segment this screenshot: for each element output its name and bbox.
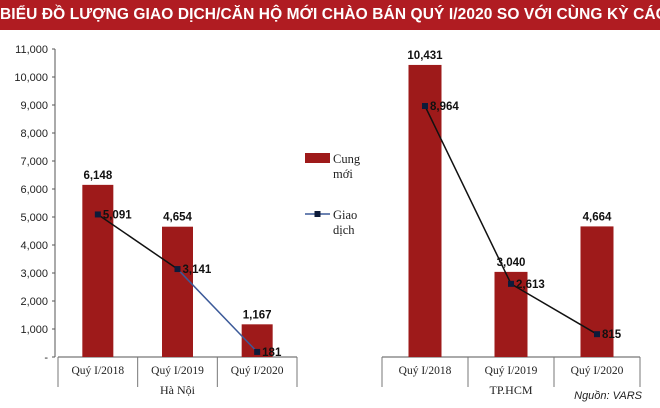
line-data-label: 815 — [602, 329, 622, 341]
y-tick-label: 3,000 — [20, 268, 48, 280]
group-label-hcm: TP.HCM — [489, 383, 532, 397]
line-data-label: 181 — [262, 347, 282, 359]
line-data-label: 8,964 — [430, 101, 459, 113]
bar-data-label: 10,431 — [407, 50, 443, 62]
y-tick-label: 10,000 — [14, 72, 48, 84]
bar-data-label: 3,040 — [497, 257, 526, 269]
chart-title: BIỂU ĐỒ LƯỢNG GIAO DỊCH/CĂN HỘ MỚI CHÀO … — [0, 0, 660, 30]
category-label: Quý I/2018 — [71, 365, 124, 377]
y-tick-label: 7,000 — [20, 156, 48, 168]
legend-marker-transaction — [314, 211, 321, 217]
line-data-label: 2,613 — [516, 279, 545, 291]
bar-data-label: 4,654 — [163, 212, 192, 224]
legend-label-transaction-line2: dịch — [333, 223, 355, 237]
y-tick-label: 5,000 — [20, 212, 48, 224]
group-label-hanoi: Hà Nội — [160, 383, 196, 397]
category-label: Quý I/2019 — [485, 365, 538, 377]
bar-data-label: 6,148 — [83, 170, 112, 182]
line-marker — [594, 331, 600, 338]
line-data-label: 5,091 — [103, 209, 132, 221]
category-label: Quý I/2018 — [399, 365, 452, 377]
bar-hcm-0 — [408, 64, 442, 357]
bar-data-label: 1,167 — [243, 309, 272, 321]
line-marker — [94, 211, 101, 218]
category-label: Quý I/2019 — [151, 365, 204, 377]
y-tick-label: 6,000 — [20, 184, 48, 196]
line-segment — [510, 283, 598, 335]
line-segment — [97, 213, 178, 270]
bar-data-label: 4,664 — [583, 211, 612, 223]
source-note: Nguồn: VARS — [574, 390, 642, 402]
category-label: Quý I/2020 — [231, 365, 284, 377]
chart-canvas: - 1,000 2,000 3,000 4,000 5,000 6,000 7,000 8,00… — [14, 44, 641, 397]
line-marker — [254, 348, 261, 355]
legend-label-supply-line2: mới — [333, 167, 353, 181]
legend-label-supply: Cung — [333, 152, 361, 166]
y-tick-label: 9,000 — [20, 100, 48, 112]
legend-swatch-supply — [305, 153, 330, 163]
y-tick-label: 1,000 — [20, 324, 48, 336]
line-data-label: 3,141 — [183, 264, 212, 276]
line-segment — [424, 105, 512, 285]
line-marker — [422, 103, 428, 110]
y-tick-label: 2,000 — [20, 296, 48, 308]
bar-hanoi-1 — [162, 226, 193, 357]
category-label: Quý I/2020 — [571, 365, 624, 377]
line-marker — [508, 280, 514, 287]
legend-label-transaction: Giao — [333, 208, 357, 222]
y-tick-label: - — [44, 352, 48, 364]
line-segment — [176, 268, 258, 353]
y-tick-label: 11,000 — [15, 44, 48, 56]
line-marker — [174, 266, 181, 273]
y-tick-label: 4,000 — [20, 240, 48, 252]
y-tick-label: 8,000 — [20, 128, 48, 140]
